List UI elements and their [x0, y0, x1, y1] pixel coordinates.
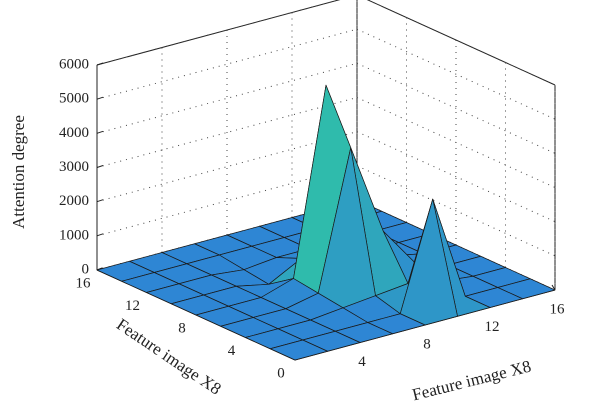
- grid-line: [356, 28, 556, 120]
- y-axis-title: Feature image X8: [113, 315, 225, 399]
- z-tick-label: 2000: [59, 193, 89, 209]
- grid-line: [356, 62, 556, 154]
- tick-mark: [96, 62, 104, 66]
- surface: [96, 84, 556, 361]
- y-tick-label: 0: [277, 365, 285, 381]
- tick-mark: [96, 130, 104, 134]
- grid-line: [366, 0, 556, 86]
- x-tick-label: 12: [485, 319, 500, 335]
- y-tick-label: 4: [228, 343, 236, 359]
- grid-line: [356, 165, 556, 257]
- tick-mark: [96, 199, 104, 203]
- x-tick-label: 16: [550, 301, 566, 317]
- x-tick-label: 8: [423, 336, 431, 352]
- grid-line: [96, 62, 358, 134]
- x-axis-title: Feature image X8: [410, 357, 533, 405]
- z-axis-title: Attention degree: [9, 115, 28, 229]
- tick-mark: [96, 96, 104, 100]
- z-tick-label: 5000: [59, 91, 89, 107]
- grid-line: [96, 28, 358, 100]
- z-tick-label: 0: [82, 261, 90, 277]
- surface-patch: [269, 339, 328, 361]
- z-tick-label: 4000: [59, 125, 89, 141]
- box-edge: [96, 0, 341, 66]
- z-tick-label: 1000: [59, 227, 89, 243]
- tick-mark: [96, 233, 104, 237]
- x-tick-label: 4: [358, 354, 366, 370]
- y-tick-label: 16: [76, 275, 92, 291]
- y-tick-label: 12: [125, 298, 140, 314]
- grid-line: [356, 131, 556, 223]
- tick-mark: [96, 165, 104, 168]
- z-tick-label: 3000: [59, 159, 89, 175]
- box-edge: [366, 0, 556, 86]
- grid-line: [96, 0, 341, 66]
- z-tick-label: 6000: [59, 56, 89, 72]
- y-tick-label: 8: [178, 320, 186, 336]
